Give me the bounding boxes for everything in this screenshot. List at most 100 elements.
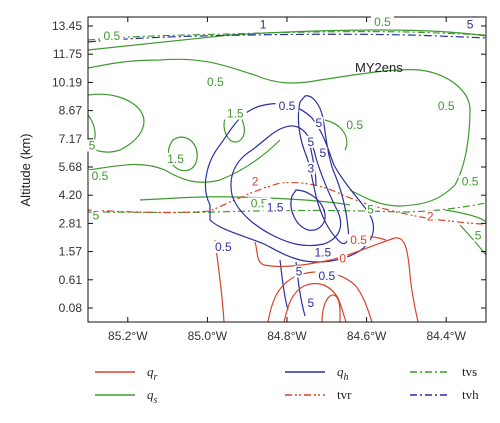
contour-label-tvh: 1 [260, 17, 267, 31]
contour-label-bg [425, 210, 435, 223]
y-tick-label: 5.68 [59, 160, 83, 174]
legend: qr qh tvs qs tvr tvh [95, 364, 479, 406]
contour-label-bg [343, 118, 367, 131]
y-tick-label: 0.08 [59, 301, 83, 315]
y-tick-label: 1.57 [59, 245, 83, 259]
tvh-contours [88, 33, 486, 43]
contour-label-qs: 0.5 [207, 75, 224, 89]
contour-label-qs: 0.5 [346, 118, 363, 132]
tvr-contours [88, 181, 486, 225]
y-tick-label: 11.75 [53, 47, 82, 61]
contour-label-bg [306, 135, 316, 148]
contour-label-bg [306, 162, 316, 175]
y-tick-label: 4.20 [59, 188, 83, 202]
contour-label-qr: 0 [339, 251, 346, 265]
contour-label-qs: 5 [89, 139, 96, 153]
y-tick-label: 2.81 [59, 216, 83, 230]
y-tick-label: 7.17 [59, 132, 83, 146]
contour-label-bg [211, 240, 235, 253]
contour-label-qs: 0.5 [251, 196, 268, 210]
contour-label-bg [311, 246, 335, 259]
y-tick-label: 10.19 [52, 75, 82, 89]
legend-label: qs [147, 387, 158, 406]
contour-label-bg [87, 139, 97, 152]
contour-label-bg [458, 175, 482, 188]
contour-label-qs: 1.5 [227, 107, 244, 121]
contour-label-bg [164, 152, 188, 165]
contour-label-qh: 0.5 [318, 269, 335, 283]
contour-label-bg [203, 75, 227, 88]
contour-label-qh: 5 [296, 265, 303, 279]
contour-label-bg [250, 175, 260, 188]
legend-item-qr: qr [95, 364, 158, 383]
contour-label-qh: 0.5 [279, 99, 296, 113]
y-axis: 13.45 11.75 10.19 8.67 7.17 5.68 4.20 2.81 1.57 0… [52, 19, 486, 315]
legend-item-qh: qh [285, 364, 349, 383]
legend-label: qr [147, 364, 158, 383]
contour-label-bg [91, 209, 101, 222]
x-tick-label: 84.4°W [426, 329, 466, 343]
contour-label-tvh: 5 [467, 17, 474, 31]
contour-label-bg [465, 18, 475, 31]
annotation-label: MY2ens [355, 60, 403, 75]
contour-label-bg [88, 169, 112, 182]
contour-label-tvr: 2 [427, 210, 434, 224]
contour-label-bg [314, 116, 324, 129]
contour-label-qh: 0.5 [215, 240, 232, 254]
contour-lines [88, 29, 486, 322]
contour-label-bg [306, 296, 316, 309]
contour-labels: 0.50.51.51.50.50.50.50.50.55550.550.5555… [87, 15, 483, 310]
contour-label-qs: 0.5 [462, 175, 479, 189]
y-tick-label: 13.45 [52, 19, 82, 33]
plot-frame [87, 16, 487, 323]
contour-label-bg [315, 269, 339, 282]
x-tick-label: 84.8°W [267, 329, 307, 343]
legend-item-tvs: tvs [410, 364, 477, 379]
contour-label-qh: 5 [308, 135, 315, 149]
contour-label-qs: 1.5 [167, 152, 184, 166]
contour-label-bg [263, 201, 287, 214]
legend-label: tvh [462, 387, 479, 402]
x-tick-label: 85.0°W [188, 329, 228, 343]
contour-label-qh: 1.5 [314, 246, 331, 260]
contour-label-bg [366, 203, 376, 216]
contour-label-qs: 0.5 [438, 99, 455, 113]
contour-label-qr: 0.5 [350, 233, 367, 247]
contour-label-tvr: 2 [252, 175, 259, 189]
legend-label: tvs [462, 364, 477, 379]
contour-label-bg [294, 265, 304, 278]
tvs-contours [88, 31, 486, 214]
contour-label-qs: 5 [475, 229, 482, 243]
y-axis-title: Altitude (km) [18, 134, 33, 207]
contour-label-tvs: 0.5 [374, 15, 391, 29]
legend-item-tvr: tvr [285, 387, 352, 402]
y-tick-label: 0.61 [59, 273, 83, 287]
contour-label-bg [275, 100, 299, 113]
contour-label-bg [100, 30, 124, 43]
legend-label: tvr [337, 387, 352, 402]
contour-label-qs: 5 [93, 209, 100, 223]
contour-label-qs: 0.5 [104, 29, 121, 43]
x-axis: 85.2°W 85.0°W 84.8°W 84.6°W 84.4°W [108, 17, 467, 343]
legend-label: qh [337, 364, 349, 383]
qh-contours [204, 95, 375, 317]
contour-label-bg [258, 18, 268, 31]
contour-label-bg [473, 229, 483, 242]
contour-label-bg [338, 252, 348, 265]
x-tick-label: 85.2°W [108, 329, 148, 343]
contour-label-bg [318, 147, 328, 160]
contour-label-qs: 0.5 [92, 169, 109, 183]
x-tick-label: 84.6°W [347, 329, 387, 343]
contour-label-qh: 5 [315, 116, 322, 130]
contour-label-bg [434, 100, 458, 113]
contour-label-qh: 3 [308, 161, 315, 175]
contour-label-qh: 1.5 [267, 200, 284, 214]
contour-label-tvs: 5 [367, 202, 374, 216]
legend-item-qs: qs [95, 387, 158, 406]
contour-label-bg [347, 234, 371, 247]
contour-label-qh: 5 [319, 146, 326, 160]
legend-item-tvh: tvh [410, 387, 479, 402]
contour-label-qh: 5 [308, 296, 315, 310]
contour-label-bg [223, 107, 247, 120]
